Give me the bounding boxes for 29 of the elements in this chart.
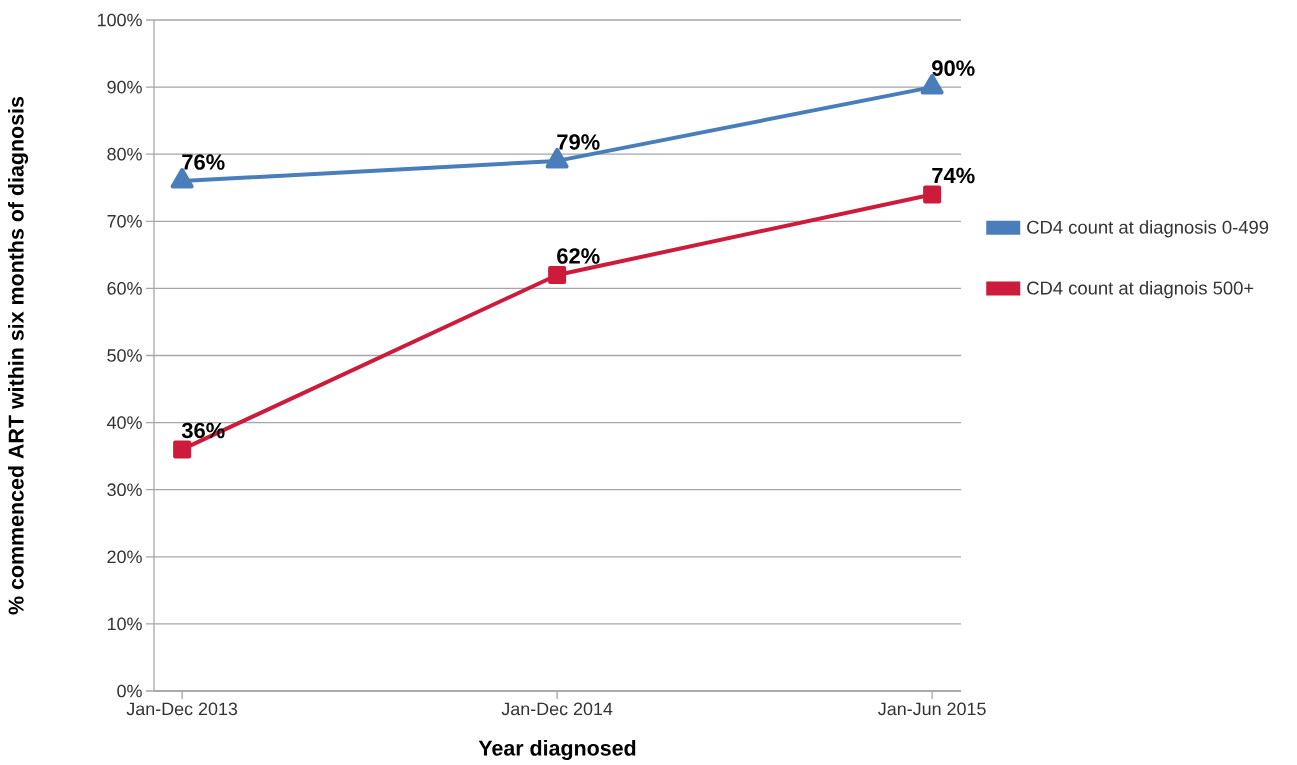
y-tick-label: 30%: [107, 483, 142, 497]
x-axis-title: Year diagnosed: [478, 739, 636, 761]
y-tick-label: 40%: [106, 416, 142, 429]
y-tick-label: 70%: [107, 214, 142, 228]
point: [548, 265, 567, 284]
y-tick-label: 0%: [117, 684, 142, 698]
x-tick-label: Jan-Dec 2014: [501, 702, 613, 716]
data-label: 74%: [932, 167, 975, 184]
y-tick-label: 90%: [107, 80, 142, 94]
y-tick-label: 60%: [107, 282, 142, 295]
y-tick-label: 80%: [107, 147, 142, 161]
y-tick-label: 20%: [107, 550, 142, 564]
point: [923, 185, 942, 204]
y-axis-title: % commenced ART within six months of diagnosis: [7, 96, 29, 615]
legend-label: CD4 count at diagnosis 0-499: [1027, 220, 1269, 238]
point: [920, 74, 944, 95]
point: [173, 440, 192, 459]
x-tick-label: Jan-Dec 2013: [126, 702, 238, 716]
point: [170, 168, 194, 189]
y-tick-label: 50%: [107, 349, 142, 362]
legend-label: CD4 count at diagnois 500+: [1027, 281, 1254, 299]
data-label: 76%: [182, 154, 225, 170]
x-tick-label: Jan-Jun 2015: [878, 702, 986, 716]
data-label: 62%: [557, 248, 600, 264]
data-label: 79%: [557, 134, 600, 150]
y-tick-label: 100%: [97, 13, 142, 27]
data-label: 90%: [932, 60, 975, 76]
data-label: 36%: [181, 422, 225, 439]
y-tick-label: 10%: [107, 617, 142, 631]
